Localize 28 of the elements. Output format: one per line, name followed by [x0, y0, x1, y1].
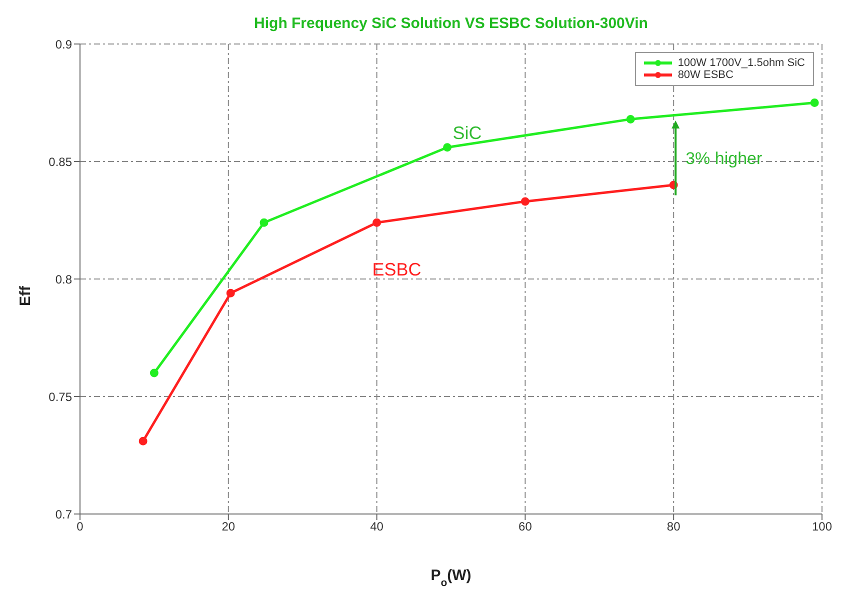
- point: [443, 143, 452, 152]
- point: [260, 218, 268, 227]
- x-tick-label: 60: [518, 520, 532, 534]
- point: [520, 197, 530, 206]
- point: [226, 288, 235, 298]
- y-tick-label: 0.8: [55, 272, 72, 286]
- legend-label: 80W ESBC: [678, 69, 734, 81]
- chart-title: High Frequency SiC Solution VS ESBC Solution-300Vin: [254, 15, 648, 32]
- y-tick-label: 0.85: [48, 154, 72, 169]
- annotation: 3% higher: [686, 148, 762, 168]
- x-tick-label: 20: [222, 520, 236, 534]
- point: [810, 98, 819, 107]
- y-tick-label: 0.7: [55, 507, 72, 522]
- y-tick-label: 0.75: [48, 390, 72, 404]
- y-axis-title: Eff: [17, 285, 34, 306]
- annotation: ESBC: [372, 260, 422, 280]
- annotation: SiC: [452, 122, 482, 143]
- point: [138, 436, 148, 446]
- x-tick-label: 100: [812, 520, 832, 534]
- x-tick-label: 40: [370, 520, 384, 534]
- point: [626, 114, 635, 124]
- x-axis-title: P$_{o}$(W): [430, 567, 472, 589]
- x-tick-label: 80: [666, 520, 681, 534]
- point: [150, 368, 158, 378]
- x-tick-label: 0: [76, 520, 84, 534]
- y-tick-label: 0.9: [55, 37, 72, 52]
- point: [372, 218, 382, 227]
- legend-label: 100W 1700V_1.5ohm SiC: [678, 57, 805, 69]
